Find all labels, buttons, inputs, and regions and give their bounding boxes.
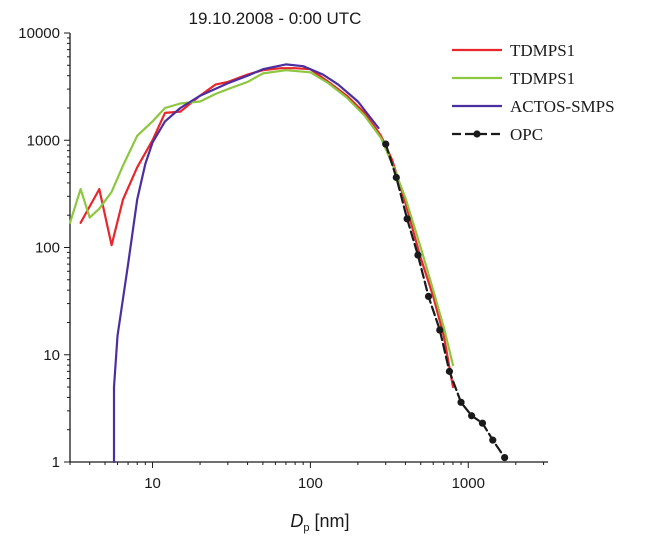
data-point-opc [424,292,433,300]
series-line-tdmps1 [68,69,455,367]
data-point-opc [436,326,444,334]
series-line-tdmps1 [79,67,455,389]
legend-label: OPC [510,125,543,144]
series-line-actos-smps [112,63,380,464]
data-point-opc [489,436,497,444]
legend-item: OPC [452,125,543,144]
data-point-opc [445,367,454,375]
x-axis-label: Dp [nm] [290,511,349,534]
x-axis-label-main: D [290,511,303,531]
legend-label: TDMPS1 [510,69,575,88]
data-point-opc [468,412,476,420]
series-actos-smps-3 [112,63,380,464]
y-tick-label: 10 [43,347,60,364]
data-point-opc [501,453,509,462]
x-tick-label: 1000 [452,475,485,492]
legend-label: ACTOS-SMPS [510,97,615,116]
series-tdmps1-1 [79,67,455,389]
data-point-opc [478,419,487,427]
data-point-opc [382,140,390,148]
chart-title: 19.10.2008 - 0:00 UTC [189,9,362,28]
x-axis-label-subscript: p [303,522,309,534]
legend-marker [473,130,481,138]
series-tdmps1-2 [68,69,455,367]
legend-item: ACTOS-SMPS [452,97,615,116]
x-axis-label-unit: [nm] [310,511,350,531]
legend-item: TDMPS1 [452,41,575,60]
x-tick-label: 100 [298,475,323,492]
x-tick-label: 10 [144,475,161,492]
series-opc-4 [382,140,509,462]
data-point-opc [414,251,422,259]
y-tick-label: 100 [35,240,60,257]
series-layer [68,63,509,464]
data-point-opc [403,215,411,223]
y-tick-label: 10000 [18,25,60,42]
y-tick-label: 1000 [27,132,60,149]
data-point-opc [457,398,465,406]
legend: TDMPS1 TDMPS1 ACTOS-SMPS OPC [452,41,615,144]
y-tick-label: 1 [52,454,60,471]
axes: 1 10 100 1000 10000 10 100 1000 [18,25,548,492]
data-point-opc [392,173,400,182]
legend-item: TDMPS1 [452,69,575,88]
legend-label: TDMPS1 [510,41,575,60]
